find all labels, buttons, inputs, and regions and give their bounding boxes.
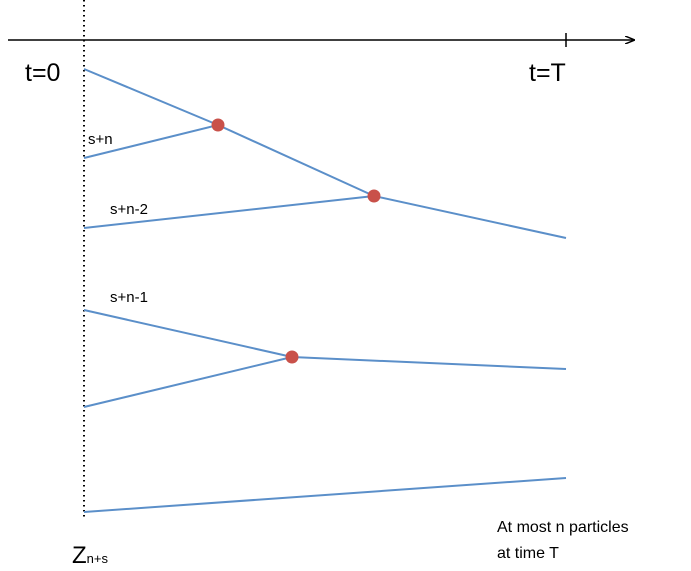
lineage-merged-1 xyxy=(217,124,375,197)
label-branch-s-n: s+n xyxy=(88,131,113,148)
label-z-main: Z xyxy=(72,542,87,569)
lineage-bottom xyxy=(83,477,567,513)
lineage-s-n-1 xyxy=(83,309,293,358)
label-branch-s-n-1: s+n-1 xyxy=(110,289,148,306)
lineage-merged-3 xyxy=(291,356,567,370)
label-z-sub: n+s xyxy=(87,551,109,566)
merge-point-1 xyxy=(211,118,225,132)
note-line-1: At most n particles xyxy=(497,519,629,536)
lineage-s-n xyxy=(83,124,219,159)
note-line-2: at time T xyxy=(497,545,559,562)
lineage-merged-2 xyxy=(373,195,567,239)
lineage-s-n-2 xyxy=(83,195,375,229)
merge-point-3 xyxy=(285,350,299,364)
lineage-lower xyxy=(83,356,293,408)
lineage-top xyxy=(83,68,219,126)
label-t-end: t=T xyxy=(529,59,566,87)
label-t-start: t=0 xyxy=(25,59,60,87)
merge-point-2 xyxy=(367,189,381,203)
label-z-n-s: Zn+s xyxy=(72,542,108,569)
label-branch-s-n-2: s+n-2 xyxy=(110,201,148,218)
